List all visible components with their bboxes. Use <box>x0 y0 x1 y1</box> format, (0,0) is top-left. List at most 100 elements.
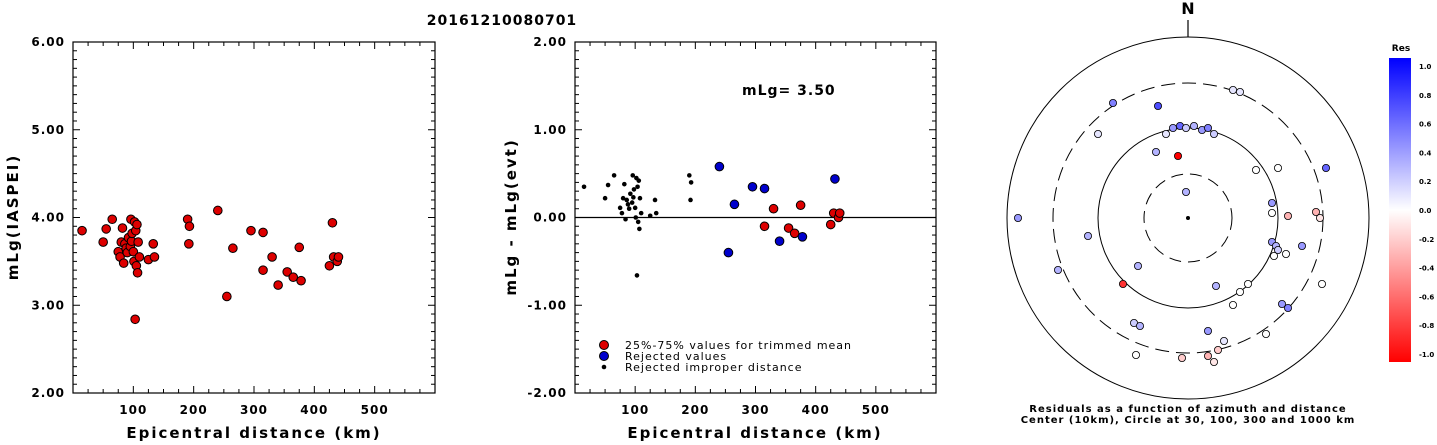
north-label: N <box>1181 0 1194 18</box>
data-point <box>327 217 338 228</box>
legend-marker-trimmed <box>599 340 609 350</box>
y-tick-label: 2.00 <box>533 35 567 49</box>
station-residual-point <box>1178 353 1187 362</box>
station-residual-point <box>1109 99 1118 108</box>
data-point <box>133 237 143 247</box>
station-residual-point <box>1229 300 1238 309</box>
data-point <box>631 195 636 200</box>
station-residual-point <box>1204 326 1213 335</box>
station-residual-point <box>1268 208 1277 217</box>
x-tick-label: 500 <box>862 403 890 417</box>
data-point <box>622 181 627 187</box>
data-point <box>759 183 770 194</box>
ring-1000km <box>1006 36 1370 400</box>
data-point <box>783 223 794 233</box>
data-point <box>134 252 145 262</box>
data-point <box>638 210 644 216</box>
station-residual-point <box>1220 336 1229 345</box>
x-tick-label: 200 <box>180 403 208 417</box>
data-point <box>324 260 335 271</box>
data-point <box>768 203 779 214</box>
colorbar-tick-label: 0.6 <box>1419 121 1432 129</box>
data-point <box>611 173 617 178</box>
x-tick-label: 300 <box>240 403 268 417</box>
station-residual-point <box>1268 198 1277 207</box>
data-point <box>789 228 800 239</box>
residual-x-axis-label: Epicentral distance (km) <box>627 424 882 441</box>
data-point <box>267 252 277 262</box>
data-point <box>759 221 770 232</box>
residual-chart: 100 200 300 400 500 -2.00 -1.00 0.00 1.00 2.00 mL… <box>502 35 937 442</box>
legend-marker-improper-distance <box>601 364 607 370</box>
station-residual-point <box>1212 281 1221 290</box>
colorbar-tick-label: 0.8 <box>1419 92 1432 100</box>
legend-marker-rejected <box>599 351 609 361</box>
data-point <box>130 314 140 325</box>
epicenter-marker <box>1186 216 1190 220</box>
y-tick-label: 3.00 <box>31 298 65 312</box>
ring-30km <box>1143 173 1233 263</box>
data-point <box>774 236 785 246</box>
station-residual-point <box>1278 299 1287 308</box>
colorbar-tick-label: 0.0 <box>1419 207 1432 215</box>
data-point <box>273 280 283 290</box>
station-residual-point <box>1229 86 1238 95</box>
station-residual-point <box>1204 124 1213 133</box>
station-residual-point <box>1316 213 1325 222</box>
station-residual-point <box>1054 265 1063 274</box>
x-tick-label: 500 <box>361 403 389 417</box>
colorbar-tick-label: 0.4 <box>1419 149 1432 157</box>
station-residual-point <box>1094 129 1103 138</box>
y-tick-label: 0.00 <box>533 211 567 225</box>
data-point <box>288 272 299 282</box>
colorbar-tick-label: -0.8 <box>1419 322 1434 330</box>
y-tick-label: -1.00 <box>527 298 567 312</box>
data-point <box>747 181 758 192</box>
station-residual-point <box>1174 151 1183 160</box>
y-tick-label: 4.00 <box>31 211 65 225</box>
data-point <box>714 161 725 172</box>
data-point <box>626 206 632 212</box>
colorbar-tick-label: -0.2 <box>1419 236 1434 244</box>
colorbar-tick-label: -1.0 <box>1419 351 1434 359</box>
station-residual-point <box>1182 124 1191 133</box>
station-residual-point <box>1154 102 1163 111</box>
station-residual-point <box>1318 279 1327 288</box>
data-point <box>333 252 344 262</box>
colorbar-title: Res <box>1392 44 1410 54</box>
network-magnitude-label: mLg= 3.50 <box>742 83 836 99</box>
data-point <box>619 210 625 216</box>
data-point <box>688 180 694 185</box>
station-residual-point <box>1162 129 1171 138</box>
x-tick-label: 200 <box>681 403 709 417</box>
data-point <box>101 224 111 234</box>
station-residual-point <box>1210 357 1219 366</box>
data-point <box>623 216 628 222</box>
station-residual-point <box>1244 279 1253 288</box>
colorbar-tick-label: -0.6 <box>1419 293 1434 301</box>
residual-y-axis-label: mLg - mLg(evt) <box>502 138 520 295</box>
figure-title: 20161210080701 <box>427 13 577 29</box>
data-point <box>222 291 232 302</box>
magnitude-x-axis-label: Epicentral distance (km) <box>126 424 381 441</box>
data-point <box>581 184 587 190</box>
station-residual-point <box>1134 261 1143 270</box>
legend-label-rejected: Rejected values <box>625 350 727 363</box>
station-residual-point <box>1132 350 1141 359</box>
station-residual-point <box>1119 279 1128 288</box>
data-point <box>617 205 623 211</box>
station-residual-point <box>1204 351 1213 360</box>
azimuth-distance-plot: N Residuals as a function of azimuth and… <box>1006 0 1370 426</box>
station-residual-point <box>1084 231 1093 240</box>
residual-colorbar: Res 1.0 0.8 0.6 0.4 0.2 0.0 -0.2 -0.4 -0.6 -0.8 -1… <box>1389 44 1434 362</box>
data-point <box>98 237 108 247</box>
station-residual-point <box>1312 207 1321 216</box>
y-tick-label: 5.00 <box>31 123 65 137</box>
data-point <box>294 242 305 253</box>
data-point <box>620 195 626 201</box>
data-point <box>117 223 128 233</box>
data-point <box>635 184 640 190</box>
data-point <box>795 200 806 211</box>
station-residual-point <box>1298 241 1307 250</box>
data-point <box>647 213 653 219</box>
